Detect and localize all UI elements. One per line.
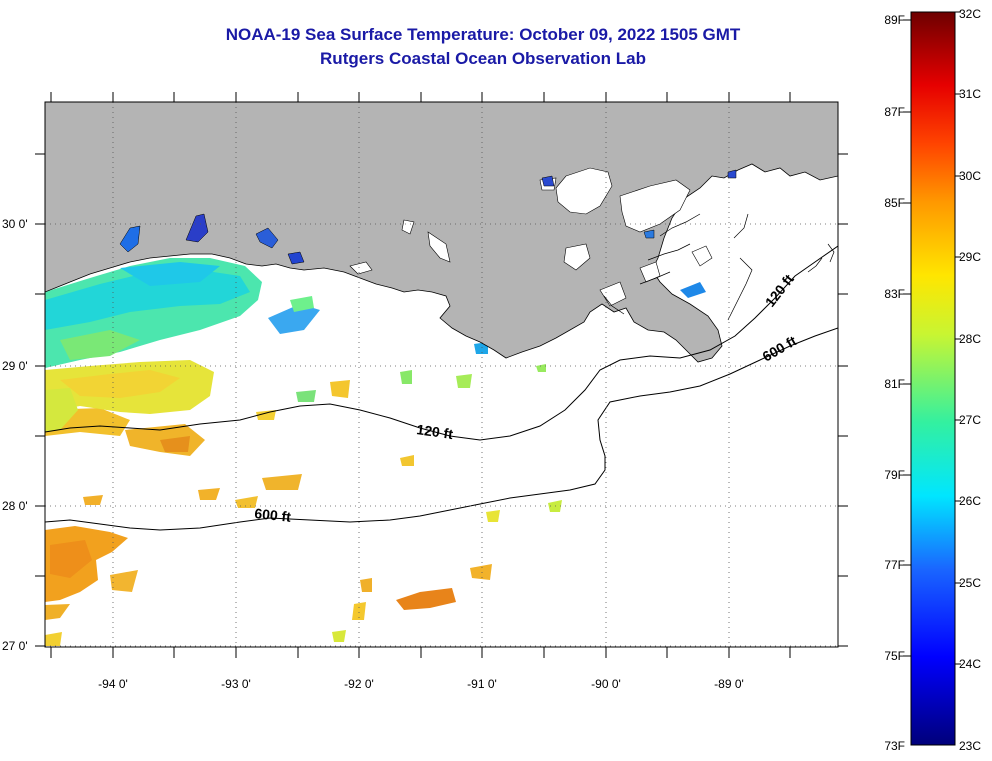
lon-label-92: -92 0' bbox=[344, 677, 374, 691]
scale-label-81f: 81F bbox=[884, 377, 905, 391]
lat-label-28: 28 0' bbox=[2, 499, 28, 513]
lon-label-89: -89 0' bbox=[714, 677, 744, 691]
map-area bbox=[45, 102, 838, 647]
color-scale-bar bbox=[910, 11, 956, 746]
isobath-120ft bbox=[45, 245, 838, 441]
scale-label-28c: 28C bbox=[959, 332, 981, 346]
scale-label-87f: 87F bbox=[884, 105, 905, 119]
scale-label-89f: 89F bbox=[884, 13, 905, 27]
lon-label-90: -90 0' bbox=[591, 677, 621, 691]
map-frame bbox=[44, 101, 839, 648]
land-mass bbox=[45, 102, 838, 363]
isobath-600ft bbox=[45, 327, 838, 531]
color-scale-ticks bbox=[903, 11, 961, 665]
scale-label-77f: 77F bbox=[884, 558, 905, 572]
scale-label-85f: 85F bbox=[884, 196, 905, 210]
scale-label-83f: 83F bbox=[884, 287, 905, 301]
scale-label-23c: 23C bbox=[959, 739, 981, 753]
contour-label-120ft-west: 120 ft bbox=[416, 421, 455, 442]
lon-label-91: -91 0' bbox=[467, 677, 497, 691]
scale-label-31c: 31C bbox=[959, 87, 981, 101]
scale-label-30c: 30C bbox=[959, 169, 981, 183]
map-title: NOAA-19 Sea Surface Temperature: October… bbox=[225, 25, 741, 44]
lon-label-93: -93 0' bbox=[221, 677, 251, 691]
lat-label-29: 29 0' bbox=[2, 359, 28, 373]
scale-label-32c: 32C bbox=[959, 7, 981, 21]
sst-mid-patches bbox=[45, 360, 546, 432]
sst-warm-patches bbox=[45, 380, 562, 646]
sst-cool-patches bbox=[45, 258, 706, 368]
inland-lakes bbox=[349, 167, 713, 307]
graticule bbox=[45, 102, 838, 647]
map-subtitle: Rutgers Coastal Ocean Observation Lab bbox=[320, 49, 646, 68]
scale-label-29c: 29C bbox=[959, 250, 981, 264]
scale-label-24c: 24C bbox=[959, 657, 981, 671]
delta-coastline-detail bbox=[603, 213, 835, 321]
lon-label-94: -94 0' bbox=[98, 677, 128, 691]
scale-label-27c: 27C bbox=[959, 413, 981, 427]
scale-label-26c: 26C bbox=[959, 494, 981, 508]
cold-water-bodies bbox=[119, 169, 737, 265]
lat-label-27: 27 0' bbox=[2, 639, 28, 653]
lat-label-30: 30 0' bbox=[2, 217, 28, 231]
contour-label-600ft-west: 600 ft bbox=[254, 505, 292, 525]
scale-label-75f: 75F bbox=[884, 649, 905, 663]
scale-label-79f: 79F bbox=[884, 468, 905, 482]
axis-ticks bbox=[35, 92, 848, 658]
scale-label-73f: 73F bbox=[884, 739, 905, 753]
scale-label-25c: 25C bbox=[959, 576, 981, 590]
